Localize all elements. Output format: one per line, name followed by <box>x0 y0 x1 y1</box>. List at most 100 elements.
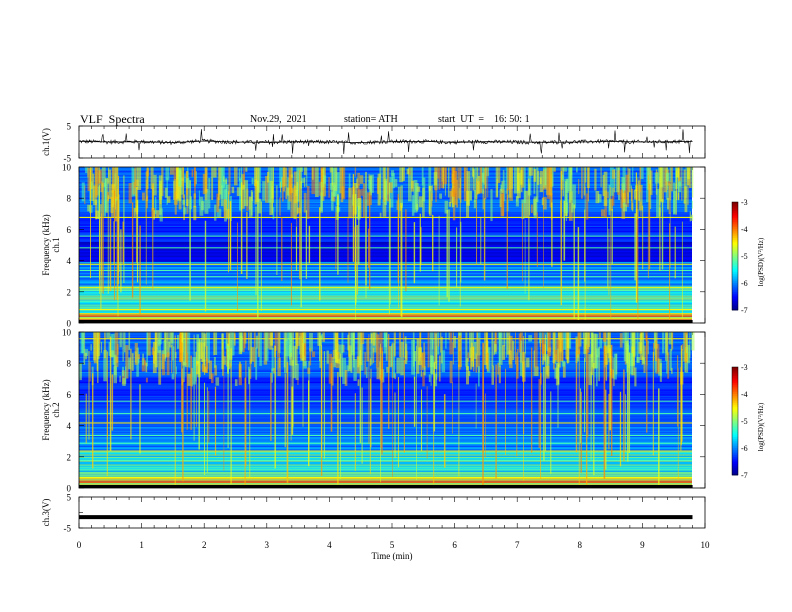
sferic-noise <box>283 332 286 368</box>
sferic-noise <box>655 343 660 374</box>
frequency-band <box>79 386 692 389</box>
sferic-noise <box>337 358 340 364</box>
colorbar-segment <box>732 368 738 371</box>
frequency-band <box>79 371 692 374</box>
sferic-noise <box>588 354 593 386</box>
sferic-noise <box>434 373 438 387</box>
colorbar-segment <box>732 413 738 416</box>
sferic-noise <box>195 351 197 382</box>
sferic-noise <box>416 186 421 192</box>
sferic-noise <box>348 332 351 357</box>
sferic-noise <box>81 182 85 202</box>
colorbar-segment <box>732 399 738 402</box>
sferic-noise <box>393 332 396 357</box>
sferic-noise <box>399 167 404 183</box>
frequency-band <box>79 355 692 357</box>
sferic-noise <box>428 167 432 191</box>
sferic-noise <box>112 333 116 365</box>
sferic-noise <box>366 367 368 379</box>
sferic-noise <box>223 176 225 182</box>
sferic-noise <box>262 181 266 201</box>
sferic-noise <box>179 167 184 181</box>
frequency-band <box>79 411 692 414</box>
sferic-noise <box>387 167 390 202</box>
sferic-noise <box>196 334 199 364</box>
colorbar-segment <box>732 446 738 449</box>
narrowband-line <box>79 422 692 424</box>
sferic-noise <box>544 167 547 185</box>
frequency-band <box>79 459 692 461</box>
sferic-noise <box>277 357 281 377</box>
frequency-band <box>79 418 692 420</box>
sferic-noise <box>102 182 106 217</box>
sferic-noise <box>106 332 111 339</box>
sferic-noise <box>602 174 605 196</box>
sferic-noise <box>319 332 321 361</box>
sferic-noise <box>440 336 443 364</box>
sferic-noise <box>385 332 388 361</box>
sferic-noise <box>245 167 248 172</box>
sferic-noise <box>146 195 148 209</box>
panel-frame <box>78 125 706 159</box>
colorbar-segment <box>732 234 738 237</box>
colorbar-segment <box>732 247 738 250</box>
sferic-noise <box>306 167 308 187</box>
frequency-band <box>79 370 692 372</box>
sferic-noise <box>225 178 228 185</box>
frequency-band <box>79 448 692 450</box>
sferic-noise <box>315 167 319 197</box>
frequency-band <box>79 426 692 429</box>
sferic-noise <box>243 332 246 349</box>
sferic-noise <box>164 187 168 198</box>
frequency-band <box>79 380 692 382</box>
sferic-noise <box>145 377 148 383</box>
sferic-noise <box>290 167 293 178</box>
frequency-band <box>79 466 692 469</box>
sferic-noise <box>487 167 489 198</box>
sferic-noise <box>154 332 158 368</box>
frequency-band <box>79 360 692 362</box>
x-tick-label: 7 <box>515 540 520 550</box>
sferic-noise <box>482 188 484 210</box>
frequency-band <box>79 483 692 485</box>
sferic-noise <box>671 368 673 374</box>
colorbar-segment <box>732 451 738 454</box>
sferic-noise <box>628 168 631 193</box>
sferic-noise <box>414 351 417 362</box>
sferic-noise <box>198 190 200 206</box>
narrowband-line <box>79 400 692 402</box>
sferic-noise <box>79 363 82 381</box>
sferic-noise <box>559 332 562 352</box>
colorbar-segment <box>732 283 738 286</box>
frequency-band <box>79 268 692 270</box>
sferic-noise <box>97 186 100 220</box>
frequency-band <box>79 248 692 250</box>
sferic-noise <box>554 349 558 360</box>
sferic-noise <box>201 332 203 359</box>
sferic-noise <box>546 332 548 352</box>
sferic-noise <box>104 332 106 359</box>
sferic-noise <box>348 173 351 198</box>
colorbar-segment <box>732 279 738 282</box>
frequency-band <box>79 281 692 284</box>
frequency-band <box>79 238 692 240</box>
frequency-band <box>79 293 692 295</box>
colorbar-segment <box>732 223 738 226</box>
sferic-noise <box>161 354 166 376</box>
frequency-band <box>79 446 692 449</box>
narrowband-line <box>79 308 692 310</box>
sferic-noise <box>297 378 299 385</box>
sferic-noise <box>533 196 538 219</box>
sferic-noise <box>669 349 672 371</box>
sferic-noise <box>603 171 608 206</box>
sferic-noise <box>103 349 108 382</box>
colorbar-segment <box>732 374 738 377</box>
colorbar-segment <box>732 209 738 212</box>
narrowband-line <box>79 216 692 218</box>
sferic-noise <box>563 167 567 172</box>
colorbar-segment <box>732 277 738 280</box>
sferic-noise <box>542 197 547 210</box>
frequency-band <box>79 396 692 399</box>
sferic-noise <box>219 167 222 195</box>
